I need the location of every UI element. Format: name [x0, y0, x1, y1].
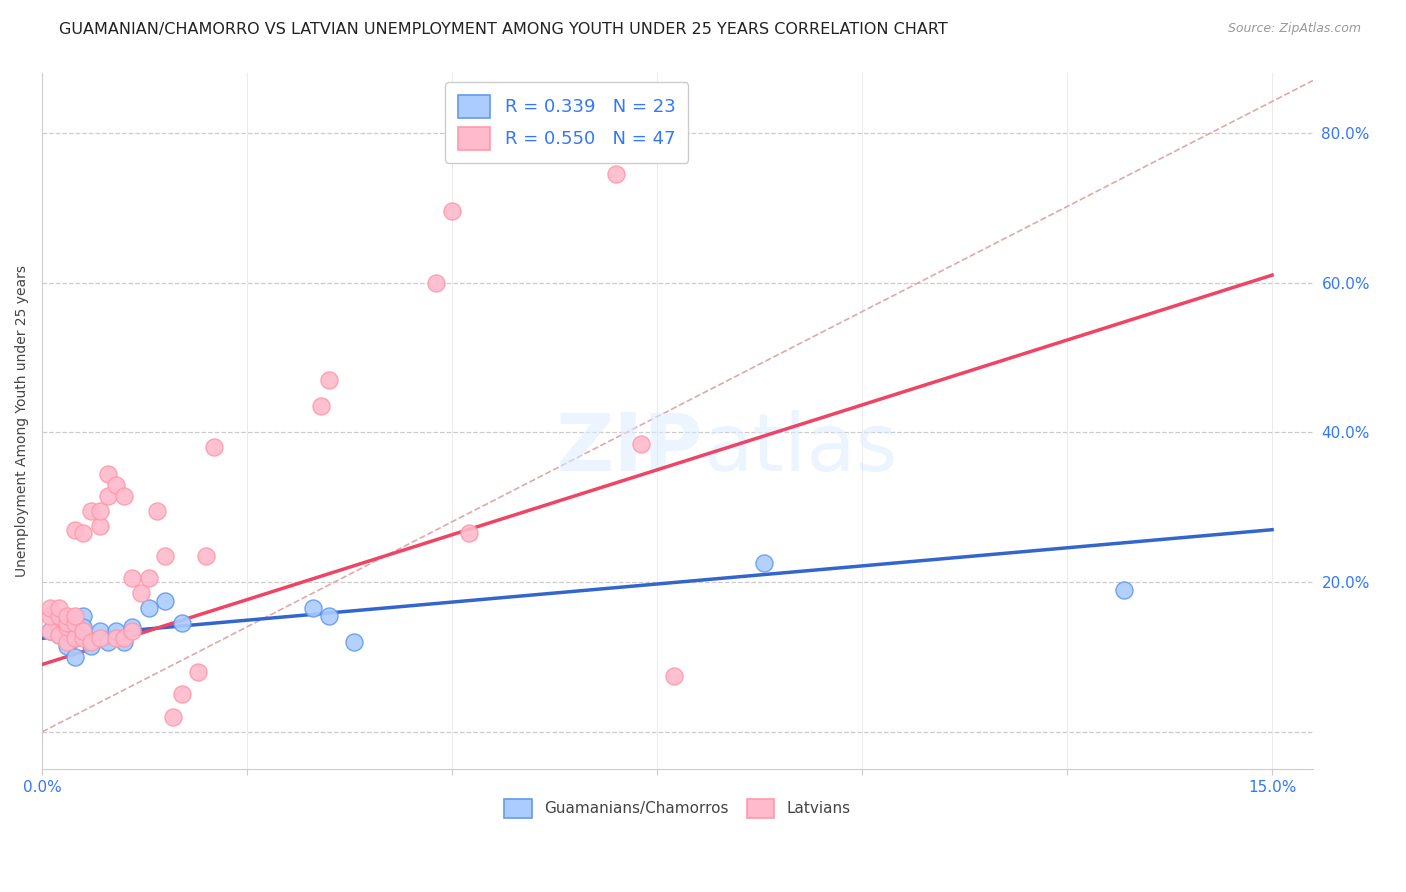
- Point: [605, 167, 627, 181]
- Point: [89, 519, 111, 533]
- Point: [146, 504, 169, 518]
- Point: [56, 616, 79, 631]
- Point: [153, 594, 176, 608]
- Point: [138, 601, 160, 615]
- Point: [630, 436, 652, 450]
- Point: [39, 624, 62, 638]
- Point: [80, 635, 103, 649]
- Point: [63, 616, 86, 631]
- Point: [202, 441, 225, 455]
- Point: [48, 601, 70, 615]
- Point: [97, 635, 120, 649]
- Point: [121, 620, 143, 634]
- Point: [121, 571, 143, 585]
- Point: [80, 639, 103, 653]
- Point: [1114, 582, 1136, 597]
- Point: [301, 601, 323, 615]
- Point: [72, 624, 94, 638]
- Point: [153, 549, 176, 563]
- Point: [318, 608, 340, 623]
- Text: ZIP: ZIP: [555, 410, 703, 488]
- Point: [56, 639, 79, 653]
- Point: [162, 710, 184, 724]
- Text: GUAMANIAN/CHAMORRO VS LATVIAN UNEMPLOYMENT AMONG YOUTH UNDER 25 YEARS CORRELATIO: GUAMANIAN/CHAMORRO VS LATVIAN UNEMPLOYME…: [59, 22, 948, 37]
- Point: [752, 557, 775, 571]
- Point: [63, 632, 86, 646]
- Point: [63, 650, 86, 665]
- Point: [112, 489, 135, 503]
- Point: [48, 620, 70, 634]
- Legend: Guamanians/Chamorros, Latvians: Guamanians/Chamorros, Latvians: [498, 792, 856, 824]
- Point: [56, 635, 79, 649]
- Text: atlas: atlas: [703, 410, 897, 488]
- Point: [129, 586, 152, 600]
- Point: [48, 608, 70, 623]
- Point: [89, 632, 111, 646]
- Point: [56, 616, 79, 631]
- Point: [112, 635, 135, 649]
- Point: [89, 624, 111, 638]
- Text: Source: ZipAtlas.com: Source: ZipAtlas.com: [1227, 22, 1361, 36]
- Point: [457, 526, 479, 541]
- Point: [63, 632, 86, 646]
- Y-axis label: Unemployment Among Youth under 25 years: Unemployment Among Youth under 25 years: [15, 265, 30, 577]
- Point: [343, 635, 366, 649]
- Point: [72, 608, 94, 623]
- Point: [72, 632, 94, 646]
- Point: [97, 467, 120, 481]
- Point: [170, 616, 193, 631]
- Point: [195, 549, 218, 563]
- Point: [425, 276, 447, 290]
- Point: [318, 373, 340, 387]
- Point: [112, 632, 135, 646]
- Point: [56, 608, 79, 623]
- Point: [80, 504, 103, 518]
- Point: [309, 399, 332, 413]
- Point: [138, 571, 160, 585]
- Point: [104, 632, 127, 646]
- Point: [39, 601, 62, 615]
- Point: [39, 608, 62, 623]
- Point: [121, 624, 143, 638]
- Point: [97, 489, 120, 503]
- Point: [72, 526, 94, 541]
- Point: [662, 669, 685, 683]
- Point: [170, 688, 193, 702]
- Point: [104, 624, 127, 638]
- Point: [187, 665, 209, 679]
- Point: [89, 504, 111, 518]
- Point: [56, 620, 79, 634]
- Point: [63, 523, 86, 537]
- Point: [48, 627, 70, 641]
- Point: [48, 627, 70, 641]
- Point: [72, 620, 94, 634]
- Point: [63, 608, 86, 623]
- Point: [104, 477, 127, 491]
- Point: [39, 624, 62, 638]
- Point: [441, 204, 464, 219]
